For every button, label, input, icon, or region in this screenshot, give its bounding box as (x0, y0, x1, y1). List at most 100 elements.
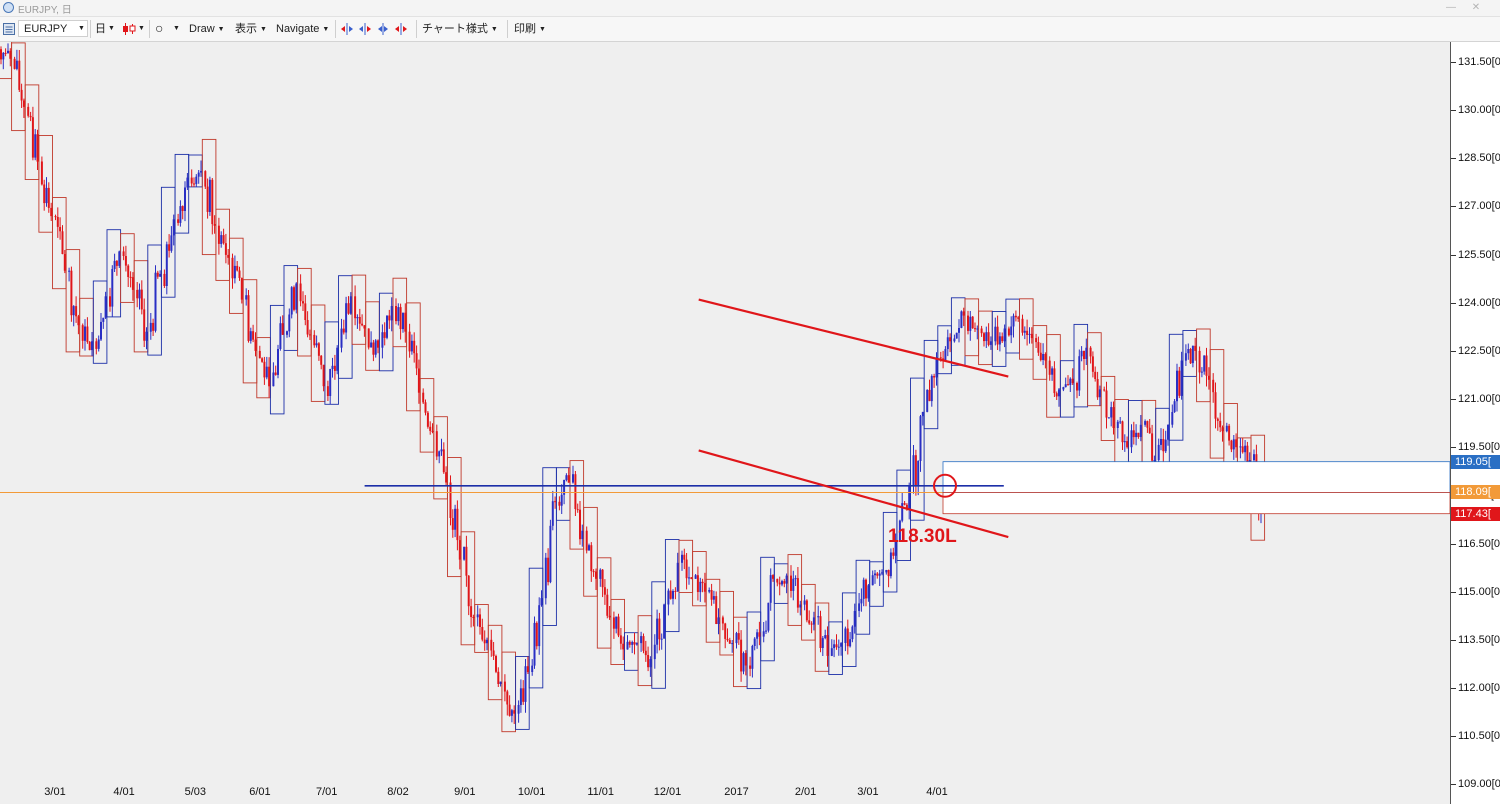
candle-body (1017, 317, 1020, 319)
candle-body (345, 303, 348, 333)
candle-body (946, 337, 949, 350)
candle-body (377, 340, 379, 348)
candle-body (612, 617, 615, 629)
candle-body (426, 412, 429, 427)
price-axis-tick (1451, 736, 1456, 738)
candle-body (479, 614, 481, 627)
candle-body (830, 648, 833, 656)
weekly-range-box (528, 567, 544, 689)
candle-body (177, 219, 180, 223)
timeframe-dropdown-arrow-icon[interactable]: ▼ (108, 25, 115, 32)
candle-body (917, 461, 920, 487)
candle-body (476, 614, 479, 618)
chart-menu-icon[interactable] (3, 23, 15, 35)
candle-body (1012, 315, 1015, 327)
candle-body (61, 231, 64, 254)
candle-body (18, 60, 21, 90)
candle-body (851, 626, 854, 640)
candle-body (179, 206, 182, 223)
price-axis-label: 119.50[0 (1458, 441, 1500, 454)
draw-menu-arrow-icon: ▼ (217, 26, 225, 33)
candle-body (1028, 333, 1031, 335)
weekly-range-box (1087, 332, 1102, 407)
candle-body (111, 269, 114, 307)
candle-body (213, 224, 216, 226)
candle-body (449, 482, 452, 518)
candle-body (1089, 347, 1092, 357)
candle-body (45, 187, 48, 204)
candle-body (694, 575, 697, 579)
symbol-dropdown-arrow-icon[interactable]: ▼ (78, 25, 85, 32)
candle-type-dropdown-arrow-icon[interactable]: ▼ (138, 25, 145, 32)
symbol-selector[interactable] (18, 20, 88, 37)
draw-menu-label: Draw (189, 23, 215, 35)
candle-body (901, 503, 904, 521)
shape-dropdown-arrow-icon[interactable]: ▼ (173, 25, 180, 32)
candle-body (1105, 390, 1108, 418)
candle-body (1160, 439, 1162, 445)
candle-body (617, 616, 620, 636)
candle-body (785, 575, 788, 584)
candle-body (383, 332, 386, 338)
navigate-menu[interactable]: Navigate ▼ (276, 21, 329, 37)
candle-body (492, 650, 495, 656)
price-chart[interactable] (0, 42, 1450, 804)
price-axis[interactable]: 131.50[0 130.00[0 128.50[0 127.00[0 125.50[0… (1450, 42, 1500, 804)
close-button[interactable]: ✕ (1471, 2, 1481, 13)
candle-body (81, 325, 84, 341)
candle-body (615, 616, 618, 629)
candle-body (544, 557, 547, 599)
minimize-button[interactable]: — (1446, 2, 1456, 13)
weekly-range-box (419, 378, 435, 453)
candle-body (163, 273, 166, 286)
candle-body (619, 635, 622, 644)
scroll-left-icon[interactable] (341, 23, 353, 35)
candle-body (531, 665, 534, 672)
print-menu[interactable]: 印刷 ▼ (514, 21, 546, 37)
chart-canvas[interactable] (0, 42, 1450, 804)
chart-style-menu[interactable]: チャート様式 ▼ (422, 21, 498, 37)
weekly-range-box (515, 656, 530, 730)
zoom-out-icon[interactable] (395, 23, 407, 35)
scroll-right-icon[interactable] (359, 23, 371, 35)
candle-body (4, 52, 7, 54)
time-axis-label: 9/01 (454, 786, 476, 798)
candle-body (165, 244, 168, 286)
display-menu[interactable]: 表示 ▼ (235, 21, 267, 37)
candle-body (9, 50, 12, 59)
candle-body (656, 618, 659, 645)
candle-body (1010, 326, 1013, 336)
candle-body (881, 572, 883, 574)
candle-body (971, 316, 974, 329)
candle-body (467, 575, 470, 607)
circle-tool-icon[interactable]: ○ (155, 20, 164, 36)
candle-type-icon[interactable] (122, 23, 136, 35)
draw-menu[interactable]: Draw ▼ (189, 21, 225, 37)
zoom-in-icon[interactable] (378, 23, 388, 35)
candle-body (1116, 421, 1119, 428)
candle-body (1171, 412, 1174, 425)
candle-body (77, 316, 80, 326)
candle-body (1253, 454, 1255, 461)
weekly-range-box (542, 467, 557, 626)
candle-body (124, 256, 127, 266)
candle-body (547, 557, 550, 583)
candle-body (115, 260, 118, 266)
lower-channel-trendline (698, 449, 1009, 539)
candle-body (980, 328, 983, 334)
candle-body (1030, 333, 1033, 339)
candle-body (245, 295, 248, 300)
price-axis-label: 131.50[0 (1458, 56, 1500, 68)
candle-body (1121, 421, 1124, 443)
candle-body (27, 106, 30, 116)
timeframe-label[interactable]: 日 (95, 23, 106, 35)
candle-body (567, 475, 570, 483)
candle-body (7, 50, 9, 53)
candle-body (758, 632, 761, 637)
candle-body (1207, 375, 1210, 380)
candle-body (876, 573, 879, 576)
candle-body (983, 333, 985, 342)
candle-body (538, 605, 541, 647)
candle-body (102, 317, 105, 322)
candle-body (472, 617, 475, 618)
